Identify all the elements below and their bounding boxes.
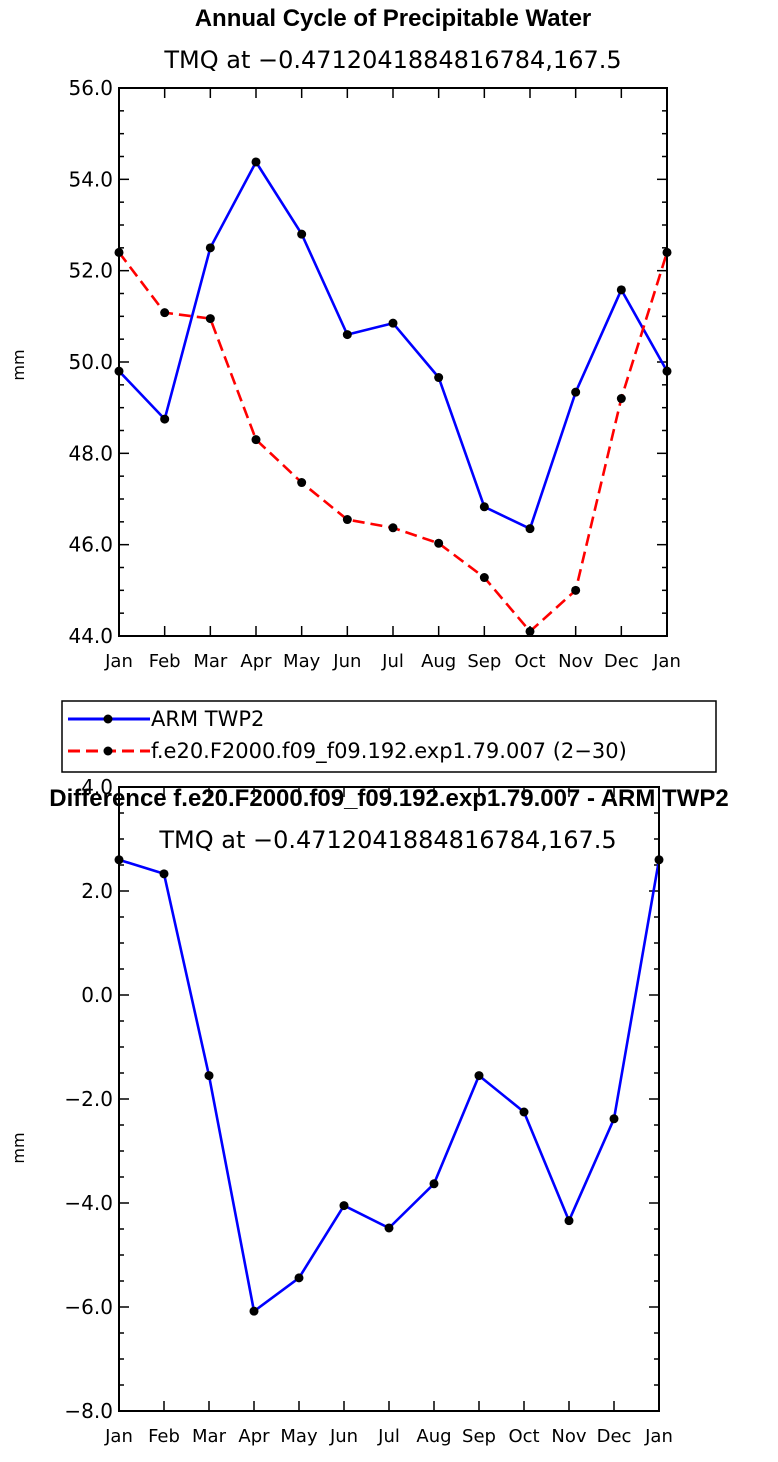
x-tick-label: Jun	[332, 651, 361, 672]
y-tick-label: 46.0	[68, 533, 113, 557]
data-point-series-0	[616, 285, 626, 295]
series-line-0	[118, 858, 661, 1313]
data-point-series-0	[160, 414, 170, 424]
x-tick-label: Aug	[416, 1426, 451, 1447]
x-tick-label: Dec	[597, 1426, 632, 1447]
x-tick-label: Oct	[514, 651, 545, 672]
y-tick-label: −6.0	[64, 1295, 113, 1319]
x-tick-label: Feb	[149, 651, 181, 672]
legend-label-arm: ARM TWP2	[151, 707, 264, 731]
data-point-series-1	[388, 523, 398, 533]
x-tick-label: Sep	[462, 1426, 496, 1447]
data-point-series-1	[297, 478, 307, 488]
y-tick-label: 52.0	[68, 259, 113, 283]
legend-marker-arm	[103, 714, 113, 724]
data-point-series-0	[249, 1306, 259, 1316]
chart-1-ylabel: mm	[9, 349, 28, 380]
data-point-series-1	[160, 308, 170, 318]
x-tick-label: Jan	[104, 1426, 133, 1447]
data-point-series-0	[384, 1223, 394, 1233]
plot-frame	[118, 786, 660, 1412]
data-point-series-1	[525, 626, 535, 636]
data-point-series-1	[434, 538, 444, 548]
data-point-series-0	[429, 1179, 439, 1189]
x-tick-label: Oct	[508, 1426, 539, 1447]
y-tick-label: −2.0	[64, 1087, 113, 1111]
x-tick-label: Mar	[193, 651, 228, 672]
x-tick-label: Nov	[558, 651, 593, 672]
data-point-series-0	[479, 502, 489, 512]
x-tick-label: Jan	[104, 651, 133, 672]
x-tick-label: Apr	[238, 1426, 270, 1447]
data-point-series-1	[205, 314, 215, 324]
data-point-series-0	[342, 330, 352, 340]
x-tick-label: Apr	[240, 651, 272, 672]
data-point-series-0	[434, 373, 444, 383]
series-line-1	[117, 251, 669, 633]
y-tick-label: 54.0	[68, 167, 113, 191]
x-tick-label: May	[280, 1426, 318, 1447]
y-tick-label: 48.0	[68, 441, 113, 465]
data-point-series-0	[297, 229, 307, 239]
data-point-series-0	[525, 524, 535, 534]
y-tick-label: 2.0	[81, 879, 113, 903]
y-tick-label: 4.0	[81, 775, 113, 799]
x-tick-label: Jan	[652, 651, 681, 672]
data-point-series-0	[609, 1114, 619, 1124]
data-point-series-0	[571, 387, 581, 397]
x-tick-label: Feb	[148, 1426, 180, 1447]
y-tick-label: −4.0	[64, 1191, 113, 1215]
data-point-series-0	[294, 1273, 304, 1283]
data-point-series-0	[388, 318, 398, 328]
y-tick-label: 44.0	[68, 624, 113, 648]
data-point-series-0	[519, 1107, 529, 1117]
data-point-series-1	[571, 585, 581, 595]
data-point-series-1	[251, 435, 261, 445]
x-tick-label: May	[283, 651, 321, 672]
x-tick-label: Aug	[421, 651, 456, 672]
x-tick-label: Jan	[644, 1426, 673, 1447]
y-tick-label: 56.0	[68, 76, 113, 100]
y-tick-label: −8.0	[64, 1399, 113, 1423]
x-tick-label: Nov	[551, 1426, 586, 1447]
data-point-series-0	[205, 243, 215, 253]
data-point-series-0	[251, 157, 261, 167]
data-point-series-0	[159, 869, 169, 879]
chart-2-subtitle: TMQ at −0.4712041884816784,167.5	[158, 826, 616, 854]
chart-1-plot: Jan Feb Mar Apr May Jun Jul Aug Sep Oct Nov Dec Jan 4…	[68, 76, 680, 672]
y-tick-label: 50.0	[68, 350, 113, 374]
data-point-series-0	[204, 1071, 214, 1081]
data-point-series-0	[474, 1071, 484, 1081]
x-tick-label: Jun	[329, 1426, 358, 1447]
x-tick-label: Dec	[604, 651, 639, 672]
x-tick-label: Mar	[192, 1426, 227, 1447]
series-line-0	[118, 160, 669, 531]
x-tick-label: Sep	[467, 651, 501, 672]
chart-1-subtitle: TMQ at −0.4712041884816784,167.5	[163, 46, 621, 74]
data-point-series-1	[479, 573, 489, 583]
legend-label-model: f.e20.F2000.f09_f09.192.exp1.79.007 (2−3…	[151, 739, 627, 764]
chart-1-title: Annual Cycle of Precipitable Water	[195, 5, 592, 32]
y-tick-label: 0.0	[81, 983, 113, 1007]
x-tick-label: Jul	[377, 1426, 400, 1447]
legend-box	[61, 700, 717, 773]
chart-2-plot: Jan Feb Mar Apr May Jun Jul Aug Sep Oct Nov Dec Jan −…	[64, 775, 672, 1447]
x-tick-label: Jul	[381, 651, 404, 672]
plot-frame	[118, 87, 668, 637]
data-point-series-0	[339, 1201, 349, 1211]
data-point-series-1	[616, 394, 626, 404]
chart-2-ylabel: mm	[9, 1132, 28, 1163]
data-point-series-0	[564, 1216, 574, 1226]
data-point-series-1	[342, 515, 352, 525]
chart-1-legend: ARM TWP2 f.e20.F2000.f09_f09.192.exp1.79…	[61, 700, 717, 773]
legend-marker-model	[103, 746, 113, 756]
